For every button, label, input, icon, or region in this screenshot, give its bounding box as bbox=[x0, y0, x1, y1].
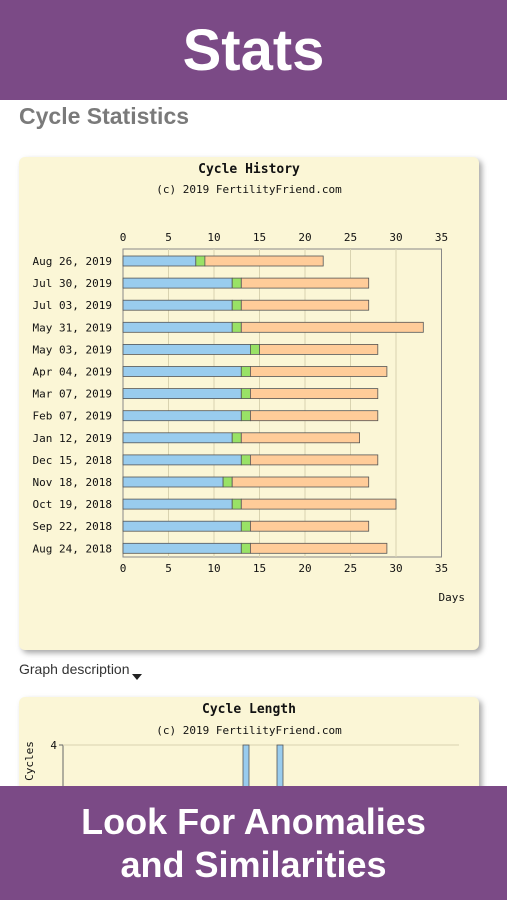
category-label: Dec 15, 2018 bbox=[33, 454, 112, 467]
bar-segment bbox=[122, 343, 251, 355]
category-label: May 31, 2019 bbox=[33, 321, 112, 334]
category-label: Sep 22, 2018 bbox=[33, 520, 112, 533]
x-tick-label-bottom: 0 bbox=[120, 562, 127, 575]
bar-segment bbox=[240, 410, 251, 422]
bar-segment bbox=[231, 277, 242, 289]
section-title: Cycle Statistics bbox=[19, 103, 190, 129]
bar-segment bbox=[122, 410, 242, 422]
bar-segment bbox=[231, 476, 370, 488]
bar-segment bbox=[195, 255, 206, 267]
bar-segment bbox=[122, 277, 233, 289]
bar-segment bbox=[122, 366, 242, 377]
bar-segment bbox=[222, 476, 233, 488]
x-tick-label-top: 35 bbox=[435, 231, 448, 244]
category-label: Aug 26, 2019 bbox=[33, 255, 112, 268]
category-label: Jul 30, 2019 bbox=[33, 277, 112, 290]
graph-description-label: Graph description bbox=[19, 661, 130, 677]
header-banner: Stats bbox=[0, 0, 507, 100]
footer-banner: Look For Anomalies and Similarities bbox=[0, 786, 507, 900]
plot-frame bbox=[122, 248, 442, 558]
header-title: Stats bbox=[182, 17, 325, 83]
bar-segment bbox=[259, 343, 379, 355]
bar-segment bbox=[240, 520, 251, 532]
bar-segment bbox=[204, 255, 324, 267]
category-label: Mar 07, 2019 bbox=[33, 388, 112, 401]
x-tick-label-bottom: 35 bbox=[435, 562, 448, 575]
bar-segment bbox=[231, 299, 242, 311]
bar-segment bbox=[240, 432, 361, 444]
bar-segment bbox=[240, 366, 251, 377]
cycle-history-chart: 0 0 5 5 10 10 15 15 20 20 25 25 30 30 35 35 Days Aug 26, … bbox=[33, 231, 466, 604]
x-tick-label-top: 30 bbox=[389, 231, 402, 244]
length-bar bbox=[242, 744, 250, 817]
x-axis-label: Days bbox=[439, 591, 466, 604]
bar-segment bbox=[240, 277, 370, 289]
bar-segment bbox=[231, 321, 242, 333]
category-label: Oct 19, 2018 bbox=[33, 498, 112, 511]
bar-segment bbox=[249, 542, 388, 554]
bar-segment bbox=[122, 542, 242, 554]
x-tick-label-top: 10 bbox=[207, 231, 220, 244]
bar-segment bbox=[122, 432, 233, 444]
bar-segment bbox=[231, 498, 242, 510]
bar-segment bbox=[249, 388, 379, 400]
graph-description-toggle[interactable]: Graph description bbox=[19, 661, 142, 680]
footer-line-2: and Similarities bbox=[120, 844, 387, 885]
bar-segment bbox=[240, 388, 251, 400]
chart-title-2: Cycle Length bbox=[202, 702, 296, 717]
x-tick-label-top: 20 bbox=[298, 231, 311, 244]
x-tick-label-bottom: 20 bbox=[298, 562, 311, 575]
category-label: Jul 03, 2019 bbox=[33, 299, 112, 312]
chart-subtitle: (c) 2019 FertilityFriend.com bbox=[156, 183, 342, 196]
chart-subtitle-2: (c) 2019 FertilityFriend.com bbox=[156, 724, 342, 737]
bar-segment bbox=[249, 366, 388, 377]
x-tick-label-bottom: 5 bbox=[165, 562, 172, 575]
x-tick-label-top: 25 bbox=[344, 231, 357, 244]
bar-segment bbox=[240, 498, 397, 510]
bar-segment bbox=[122, 454, 242, 466]
chart-title: Cycle History bbox=[198, 162, 300, 177]
bar-segment bbox=[122, 476, 224, 488]
x-tick-label-bottom: 10 bbox=[207, 562, 220, 575]
chevron-down-icon bbox=[131, 674, 142, 680]
y-axis-label: Cycles bbox=[23, 741, 36, 781]
x-tick-label-bottom: 25 bbox=[344, 562, 357, 575]
category-label: Apr 04, 2019 bbox=[33, 366, 112, 379]
x-tick-label-top: 5 bbox=[165, 231, 172, 244]
category-label: Aug 24, 2018 bbox=[33, 542, 112, 555]
bar-segment bbox=[249, 410, 379, 422]
bar-segment bbox=[249, 343, 260, 355]
x-tick-label-bottom: 30 bbox=[389, 562, 402, 575]
bar-segment bbox=[122, 388, 242, 400]
length-bar bbox=[276, 744, 284, 817]
bar-segment bbox=[249, 454, 379, 466]
category-label: Nov 18, 2018 bbox=[33, 476, 112, 489]
bar-segment bbox=[249, 520, 370, 532]
bar-segment bbox=[122, 299, 233, 311]
y-tick-label: 4 bbox=[50, 739, 57, 752]
bar-segment bbox=[240, 299, 370, 311]
bar-segment bbox=[122, 321, 233, 333]
footer-line-1: Look For Anomalies bbox=[81, 801, 426, 842]
bar-segment bbox=[231, 432, 242, 444]
bar-segment bbox=[122, 520, 242, 532]
bar-segment bbox=[122, 498, 233, 510]
category-label: May 03, 2019 bbox=[33, 343, 112, 356]
bar-segment bbox=[240, 321, 424, 333]
category-label: Jan 12, 2019 bbox=[33, 432, 112, 445]
cycle-history-card: Cycle History (c) 2019 FertilityFriend.c… bbox=[19, 157, 479, 650]
x-tick-label-top: 15 bbox=[253, 231, 266, 244]
category-label: Feb 07, 2019 bbox=[33, 410, 112, 423]
bar-segment bbox=[122, 255, 197, 267]
bar-segment bbox=[240, 542, 251, 554]
cycle-length-chart: Cycles 4 bbox=[23, 739, 459, 817]
x-tick-label-bottom: 15 bbox=[253, 562, 266, 575]
x-tick-label-top: 0 bbox=[120, 231, 127, 244]
bar-segment bbox=[240, 454, 251, 466]
